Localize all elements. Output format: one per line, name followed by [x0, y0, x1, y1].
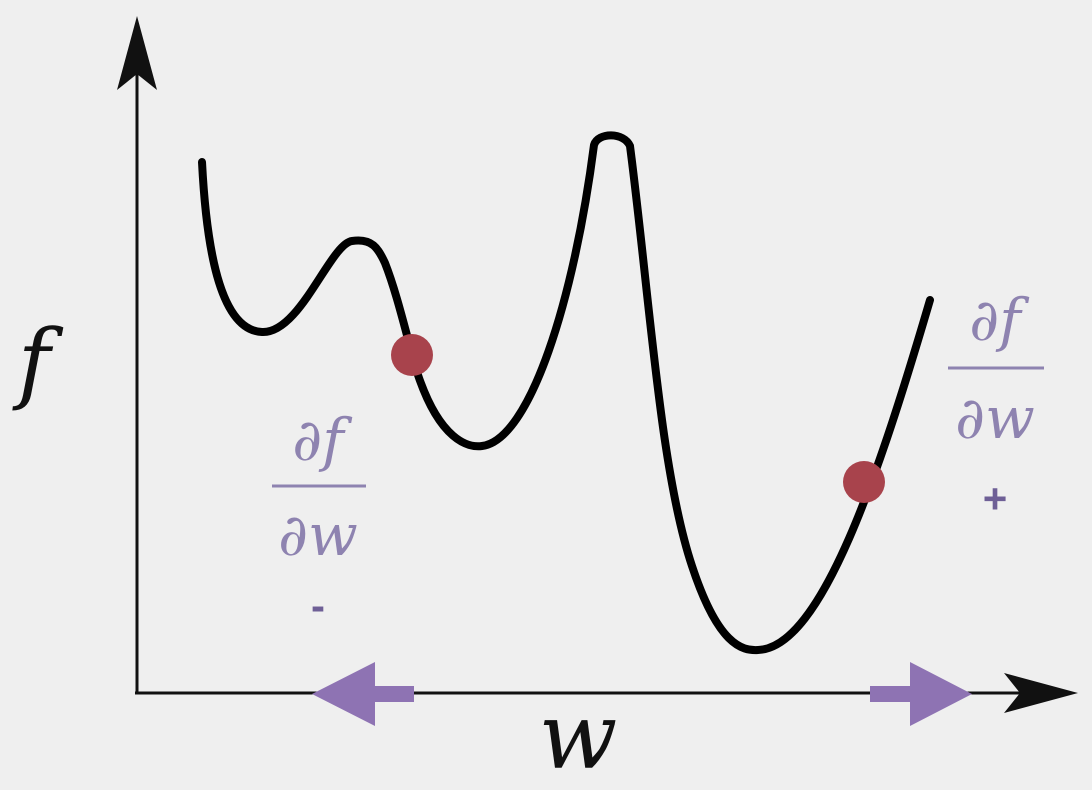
right-derivative-numerator: ∂f — [969, 286, 1030, 354]
left-derivative-sign: - — [311, 582, 325, 629]
left-direction-arrow — [312, 662, 414, 726]
right-derivative-denominator: ∂w — [955, 384, 1035, 452]
left-derivative-denominator: ∂w — [278, 501, 358, 569]
point-negative-slope — [391, 334, 433, 376]
right-derivative-sign: + — [983, 475, 1008, 522]
right-direction-arrow — [870, 662, 972, 726]
x-axis-arrowhead — [1004, 673, 1078, 713]
y-axis-label: f — [12, 310, 64, 413]
y-axis-arrowhead — [117, 16, 157, 90]
left-derivative-numerator: ∂f — [292, 406, 353, 474]
loss-curve — [198, 131, 934, 655]
point-positive-slope — [843, 461, 885, 503]
x-axis-label: w — [539, 683, 618, 790]
